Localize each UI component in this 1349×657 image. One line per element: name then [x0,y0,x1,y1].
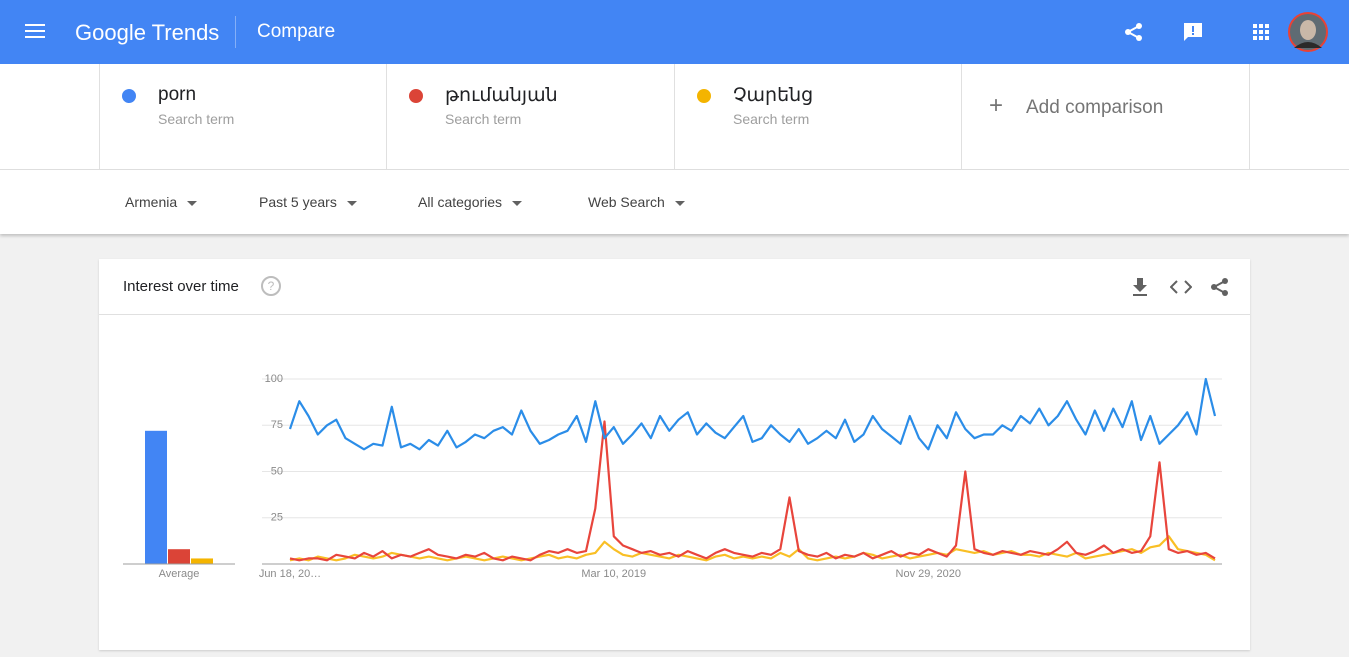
x-tick-label: Mar 10, 2019 [581,568,646,580]
x-tick-label: Average [159,568,200,580]
help-icon[interactable]: ? [260,275,282,297]
interest-card: Interest over time ? Average 25 50 75 100 Jun… [99,259,1250,650]
apps-button[interactable] [1253,24,1269,40]
share-button[interactable] [1124,22,1144,42]
filter-dropdown[interactable]: All categories [418,194,523,210]
card-title: Interest over time [123,278,239,295]
average-bar [191,558,213,564]
y-tick-label: 75 [271,419,283,431]
filter-dropdown[interactable]: Armenia [125,194,198,210]
term-subtitle: Search term [158,111,235,127]
page-title: Compare [257,21,336,42]
term-dot [697,89,711,103]
filter-label: Past 5 years [259,194,337,210]
chart: Average 25 50 75 100 Jun 18, 20… Mar 10, 2019 N… [123,373,1222,580]
filter-label: Web Search [588,194,665,210]
logo[interactable]: Google Trends [75,20,220,45]
term-subtitle: Search term [445,111,522,127]
filters-row: Armenia Past 5 years All categories Web … [0,170,1349,234]
svg-text:?: ? [268,279,275,293]
menu-icon[interactable] [25,22,47,40]
add-comparison[interactable]: + Add comparison [961,64,1250,169]
feedback-button[interactable] [1183,22,1203,42]
terms-row: porn Search term թումանյան Search term Չ… [0,64,1349,170]
series-line [288,377,1217,451]
term-subtitle: Search term [733,111,810,127]
plus-icon: + [989,92,1004,119]
avatar[interactable] [1288,12,1328,52]
search-term[interactable]: porn Search term [99,64,387,169]
term-name: porn [158,84,197,105]
term-dot [122,89,136,103]
download-button[interactable] [1132,278,1148,296]
filter-dropdown[interactable]: Past 5 years [259,194,357,210]
card-share-button[interactable] [1210,277,1230,297]
search-term[interactable]: թումանյան Search term [386,64,674,169]
y-tick-label: 50 [271,465,283,477]
term-name: թումանյան [445,85,558,106]
average-bar [145,430,167,564]
y-tick-label: 100 [265,373,283,385]
filter-label: All categories [418,194,503,210]
divider [235,16,236,48]
filter-label: Armenia [125,194,178,210]
embed-button[interactable] [1170,279,1192,295]
x-tick-label: Nov 29, 2020 [896,568,961,580]
term-dot [409,89,423,103]
card-divider [99,314,1250,315]
search-term[interactable]: Չարենց Search term [674,64,962,169]
add-comparison-label: Add comparison [1026,97,1164,118]
y-tick-label: 25 [271,512,283,524]
filter-dropdown[interactable]: Web Search [588,194,685,210]
series-line [289,535,1216,562]
app-header: Google Trends Compare [0,0,1349,64]
x-tick-label: Jun 18, 20… [259,568,321,580]
series-line [289,420,1216,562]
average-bar [168,549,190,564]
term-name: Չարենց [733,85,814,106]
